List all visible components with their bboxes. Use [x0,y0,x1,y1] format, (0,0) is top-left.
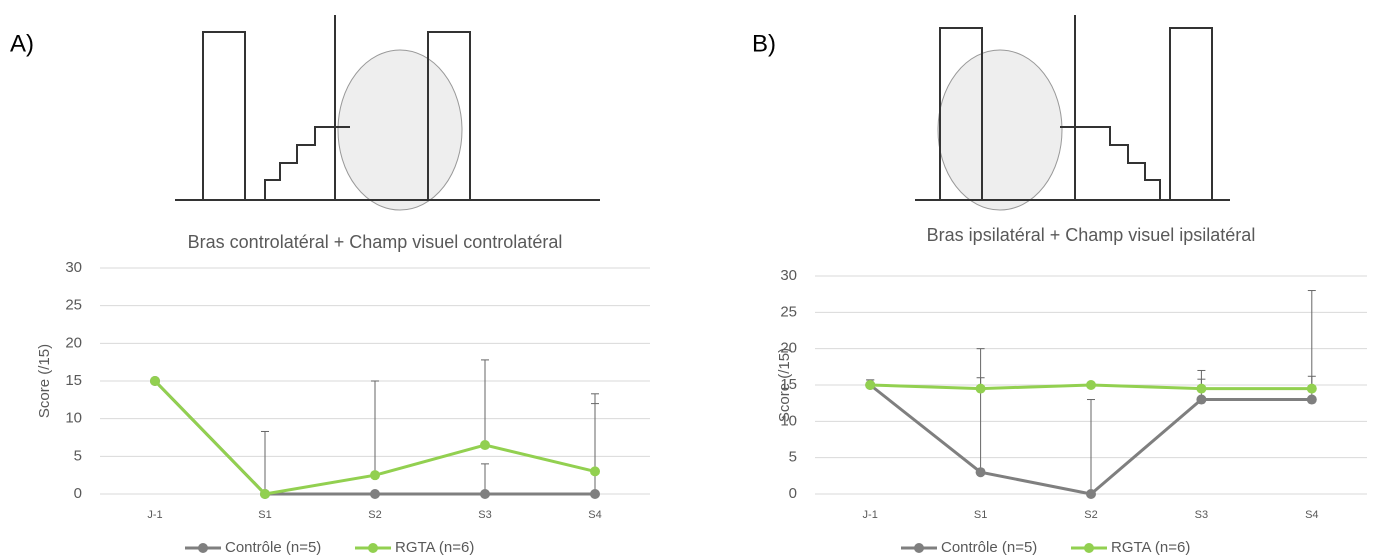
x-tick-label: S4 [1305,509,1318,521]
y-tick-label: 15 [65,372,82,389]
column [202,31,246,201]
error-bar [591,393,599,472]
y-axis-label: Score (/15) [776,348,793,422]
data-point [1306,394,1317,405]
y-tick-label: 30 [780,267,797,284]
data-point [370,470,380,481]
x-tick-label: S3 [478,509,491,521]
x-tick-label: S2 [368,509,381,521]
y-tick-label: 10 [780,412,797,429]
y-tick-label: 25 [65,297,82,314]
monkey-sketch [337,49,463,211]
legend-label: RGTA (n=6) [395,539,474,556]
legend-marker [368,543,378,553]
legend-marker [198,543,208,553]
x-tick-label: J-1 [147,509,162,521]
data-point [150,376,160,386]
x-tick-label: S1 [974,509,987,521]
monkey-sketch [937,49,1063,211]
legend-marker [1084,543,1094,553]
y-axis-label: Score (/15) [36,344,53,418]
data-point [1196,383,1207,394]
error-bar [261,430,269,494]
y-tick-label: 5 [789,449,797,466]
y-tick-label: 15 [780,376,797,393]
x-tick-label: S1 [258,509,271,521]
panel-label: A) [10,30,34,57]
data-point [975,467,986,478]
data-point [1086,489,1096,499]
data-point [480,440,490,451]
legend-label: Contrôle (n=5) [225,539,321,556]
error-bar [371,380,379,476]
error-bar [481,359,489,446]
stairs [264,126,350,200]
column [427,31,471,201]
y-tick-label: 20 [65,334,82,351]
error-bar [1087,399,1095,494]
x-tick-label: S4 [588,509,601,521]
x-tick-label: J-1 [863,509,878,521]
legend-marker [914,543,924,553]
data-point [1306,383,1317,394]
y-tick-label: 0 [789,485,797,502]
data-point [590,489,600,499]
y-tick-label: 5 [74,447,82,464]
data-point [1196,394,1207,405]
y-tick-label: 10 [65,410,82,427]
x-tick-label: S3 [1195,509,1208,521]
data-point [1086,380,1096,390]
data-point [370,489,380,499]
chart-title: Bras controlatéral + Champ visuel contro… [188,232,563,252]
data-point [865,380,876,390]
column [939,27,983,201]
data-point [480,489,490,499]
stairs [1060,126,1161,200]
column [1169,27,1213,201]
error-bar [481,463,489,494]
data-point [975,383,986,394]
illustration-a [175,15,600,211]
legend-label: Contrôle (n=5) [941,539,1037,556]
y-tick-label: 25 [780,303,797,320]
panel-label: B) [752,30,776,57]
error-bar [976,348,985,473]
legend-label: RGTA (n=6) [1111,539,1190,556]
data-point [590,466,600,477]
illustration-b [915,15,1230,211]
y-tick-label: 20 [780,340,797,357]
y-tick-label: 30 [65,259,82,276]
y-tick-label: 0 [74,485,82,502]
chart-title: Bras ipsilatéral + Champ visuel ipsilaté… [927,225,1256,245]
x-tick-label: S2 [1084,509,1097,521]
data-point [260,489,270,499]
